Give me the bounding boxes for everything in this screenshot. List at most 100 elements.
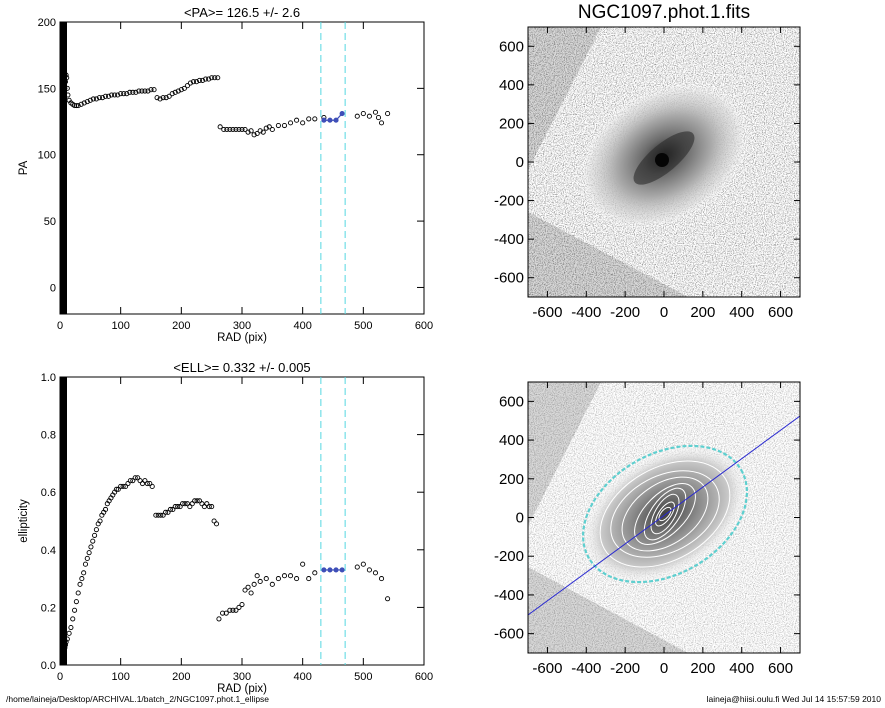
data-point: [112, 92, 118, 98]
data-point: [145, 88, 151, 94]
data-point: [227, 607, 233, 613]
data-point: [327, 117, 333, 123]
data-point: [327, 567, 333, 573]
data-point: [245, 129, 251, 135]
data-point: [86, 550, 92, 556]
image-x-tick-label: -200: [610, 660, 640, 677]
chart-title: <ELL>= 0.332 +/- 0.005: [173, 360, 310, 375]
galaxy-nucleus: [655, 153, 669, 167]
image-x-tick-label: -400: [571, 660, 601, 677]
y-tick-label: 150: [38, 83, 56, 95]
data-point: [206, 76, 212, 82]
image-x-tick-label: 200: [690, 660, 715, 677]
x-tick-label: 500: [354, 320, 372, 332]
data-point: [269, 126, 275, 133]
y-tick-label: 0.2: [41, 602, 56, 614]
data-point: [93, 527, 99, 533]
data-point: [217, 124, 223, 130]
data-point: [136, 88, 142, 94]
data-point: [227, 126, 233, 133]
data-point: [233, 126, 239, 133]
data-point: [166, 93, 172, 99]
y-tick-label: 0.8: [41, 430, 56, 442]
data-point: [90, 538, 96, 544]
image-y-tick-label: -400: [494, 231, 524, 248]
data-point: [75, 590, 81, 596]
data-point: [194, 498, 200, 504]
image-x-tick-label: 600: [768, 660, 793, 677]
data-point: [257, 128, 263, 134]
data-point: [64, 85, 70, 91]
data-point: [73, 103, 79, 109]
data-point: [360, 561, 366, 567]
x-tick-label: 200: [172, 671, 190, 683]
data-point: [62, 645, 68, 651]
data-point: [61, 226, 67, 232]
data-point: [287, 120, 294, 126]
data-point: [275, 122, 281, 129]
data-point: [78, 101, 84, 107]
data-point: [92, 532, 98, 538]
data-point: [167, 506, 173, 513]
data-point: [281, 122, 288, 129]
data-point: [216, 616, 222, 622]
data-point: [163, 95, 169, 101]
data-point: [84, 99, 90, 105]
image-y-tick-label: -600: [494, 270, 524, 287]
data-point: [242, 587, 248, 593]
data-point: [72, 103, 78, 109]
data-point: [64, 636, 70, 642]
data-point: [184, 83, 190, 89]
data-point: [306, 116, 312, 122]
x-tick-label: 100: [111, 320, 129, 332]
data-point: [182, 501, 188, 507]
y-axis-label: PA: [18, 160, 30, 175]
plot-frame: [59, 21, 425, 315]
image-y-tick-label: -600: [494, 626, 524, 643]
image-y-tick-label: 0: [516, 510, 524, 527]
data-point: [181, 85, 187, 91]
data-point: [236, 604, 242, 610]
data-point: [360, 111, 366, 117]
image-x-tick-label: 200: [690, 304, 715, 321]
data-point: [155, 512, 161, 518]
data-point: [75, 103, 81, 109]
data-point: [354, 564, 360, 570]
data-point: [378, 576, 385, 582]
data-point: [160, 95, 166, 101]
data-point: [366, 567, 372, 573]
data-point: [230, 126, 236, 133]
data-point: [148, 87, 154, 93]
data-point: [263, 125, 269, 131]
data-point: [93, 96, 99, 102]
x-tick-label: 200: [172, 320, 190, 332]
data-point: [321, 117, 327, 123]
highlight-line: [323, 113, 343, 121]
data-point: [306, 576, 312, 582]
image-x-tick-label: -400: [571, 304, 601, 321]
data-point: [215, 75, 221, 81]
data-point: [192, 498, 198, 504]
data-point: [102, 506, 109, 513]
data-point: [178, 87, 184, 93]
data-point: [115, 92, 121, 98]
data-point: [223, 610, 229, 616]
data-point: [366, 113, 372, 119]
data-point: [281, 573, 288, 579]
data-point: [187, 80, 193, 86]
data-point: [263, 576, 269, 582]
data-point: [99, 95, 106, 101]
data-point: [102, 93, 109, 99]
data-point: [65, 92, 71, 98]
image-x-tick-label: -600: [532, 660, 562, 677]
data-point: [333, 567, 339, 573]
data-point: [203, 76, 209, 82]
image-x-tick-label: 0: [660, 660, 668, 677]
data-point: [124, 91, 130, 97]
data-point: [200, 77, 206, 83]
data-point: [61, 495, 67, 501]
position-angle-line: [528, 415, 800, 616]
image-y-tick-label: 400: [499, 432, 524, 449]
data-point: [118, 91, 124, 97]
